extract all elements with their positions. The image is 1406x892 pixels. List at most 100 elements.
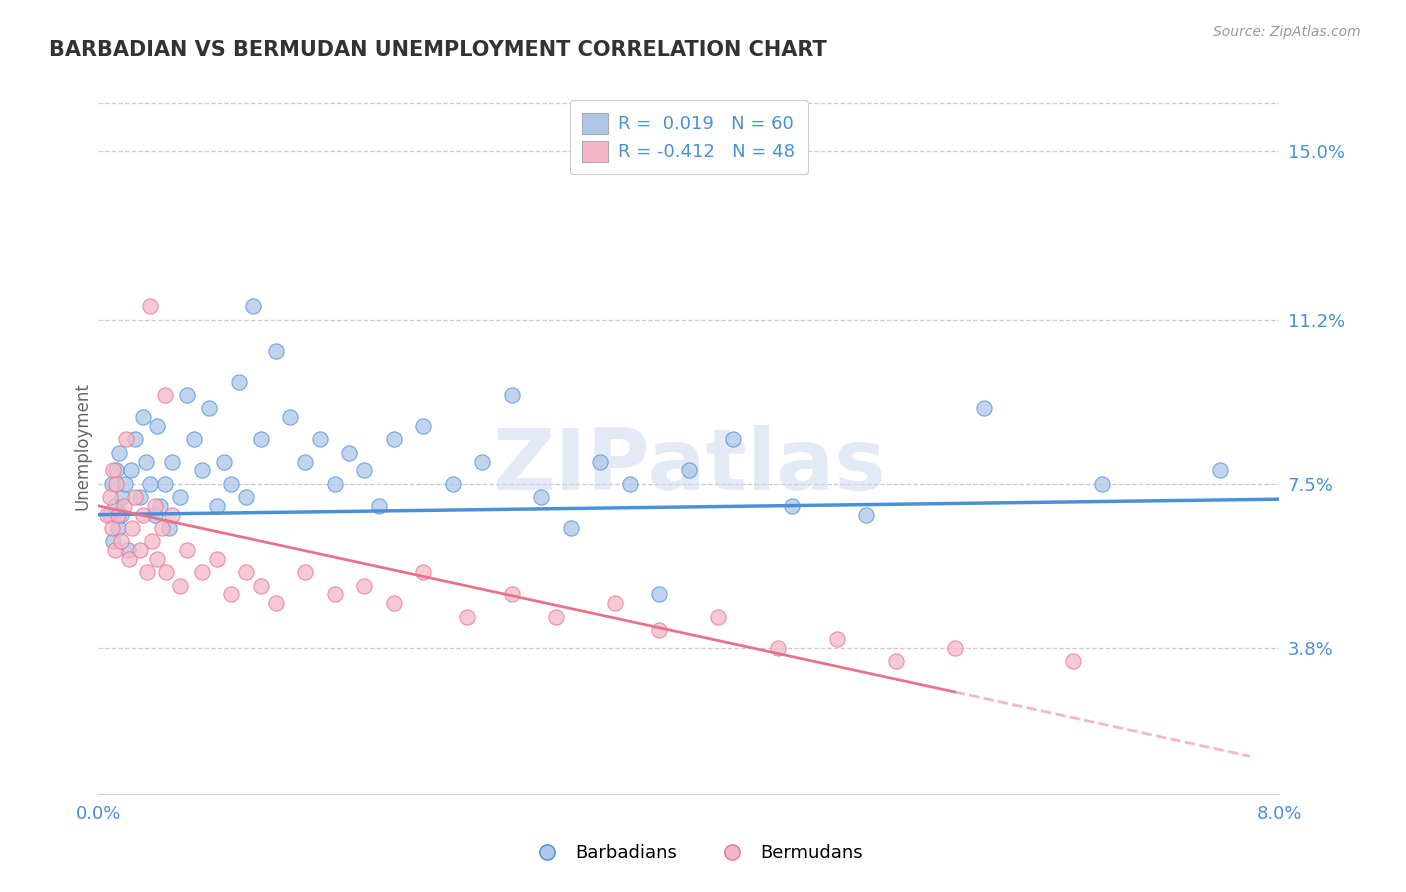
Point: [353, 578, 375, 592]
Point: [98, 490, 121, 504]
Point: [169, 578, 191, 592]
Point: [104, 499, 127, 513]
Point: [278, 410, 302, 425]
Point: [176, 388, 198, 402]
Point: [146, 419, 169, 434]
Point: [105, 476, 128, 491]
Legend: Barbadians, Bermudans: Barbadians, Bermudans: [522, 838, 870, 870]
Point: [648, 623, 671, 637]
Point: [169, 490, 191, 504]
Text: Source: ZipAtlas.com: Source: ZipAtlas.com: [1213, 25, 1361, 39]
Point: [112, 499, 135, 513]
Point: [323, 476, 346, 491]
Point: [162, 454, 183, 468]
Point: [108, 445, 131, 459]
Point: [155, 566, 177, 580]
Point: [782, 499, 804, 513]
Text: BARBADIAN VS BERMUDAN UNEMPLOYMENT CORRELATION CHART: BARBADIAN VS BERMUDAN UNEMPLOYMENT CORRE…: [49, 40, 827, 60]
Point: [212, 454, 235, 468]
Point: [98, 508, 121, 522]
Point: [235, 490, 257, 504]
Point: [124, 433, 146, 447]
Point: [128, 543, 150, 558]
Point: [183, 433, 205, 447]
Point: [1062, 654, 1084, 668]
Point: [353, 463, 375, 477]
Point: [139, 300, 162, 314]
Point: [943, 640, 966, 655]
Point: [205, 499, 228, 513]
Point: [589, 454, 612, 468]
Point: [228, 375, 250, 389]
Point: [707, 609, 730, 624]
Point: [205, 552, 228, 566]
Point: [139, 476, 162, 491]
Point: [264, 596, 287, 610]
Point: [198, 401, 221, 416]
Point: [723, 433, 745, 447]
Point: [250, 578, 273, 592]
Point: [114, 476, 136, 491]
Point: [825, 632, 848, 646]
Point: [530, 490, 553, 504]
Point: [605, 596, 627, 610]
Point: [100, 476, 122, 491]
Point: [110, 534, 132, 549]
Text: ZIPatlas: ZIPatlas: [492, 425, 886, 508]
Point: [501, 587, 523, 601]
Point: [105, 463, 128, 477]
Legend: R =  0.019   N = 60, R = -0.412   N = 48: R = 0.019 N = 60, R = -0.412 N = 48: [569, 100, 808, 175]
Point: [115, 433, 138, 447]
Point: [100, 521, 122, 535]
Point: [648, 587, 671, 601]
Point: [153, 388, 176, 402]
Point: [118, 552, 141, 566]
Point: [382, 433, 405, 447]
Point: [264, 343, 287, 358]
Point: [117, 543, 139, 558]
Point: [382, 596, 405, 610]
Point: [219, 476, 242, 491]
Point: [104, 543, 127, 558]
Point: [471, 454, 494, 468]
Point: [136, 566, 159, 580]
Point: [149, 499, 172, 513]
Point: [107, 521, 129, 535]
Point: [242, 300, 264, 314]
Point: [143, 499, 166, 513]
Point: [412, 566, 434, 580]
Point: [855, 508, 877, 522]
Point: [96, 508, 118, 522]
Point: [619, 476, 641, 491]
Point: [766, 640, 789, 655]
Point: [235, 566, 257, 580]
Point: [107, 508, 129, 522]
Point: [337, 445, 360, 459]
Point: [146, 552, 169, 566]
Y-axis label: Unemployment: Unemployment: [73, 382, 91, 510]
Point: [162, 508, 183, 522]
Point: [1209, 463, 1232, 477]
Point: [294, 566, 316, 580]
Point: [143, 508, 166, 522]
Point: [367, 499, 389, 513]
Point: [973, 401, 995, 416]
Point: [191, 566, 214, 580]
Point: [191, 463, 214, 477]
Point: [546, 609, 568, 624]
Point: [111, 490, 134, 504]
Point: [135, 454, 157, 468]
Point: [132, 410, 155, 425]
Point: [250, 433, 273, 447]
Point: [441, 476, 464, 491]
Point: [128, 490, 150, 504]
Point: [884, 654, 907, 668]
Point: [150, 521, 173, 535]
Point: [157, 521, 180, 535]
Point: [132, 508, 155, 522]
Point: [103, 534, 125, 549]
Point: [103, 463, 125, 477]
Point: [323, 587, 346, 601]
Point: [121, 521, 143, 535]
Point: [124, 490, 146, 504]
